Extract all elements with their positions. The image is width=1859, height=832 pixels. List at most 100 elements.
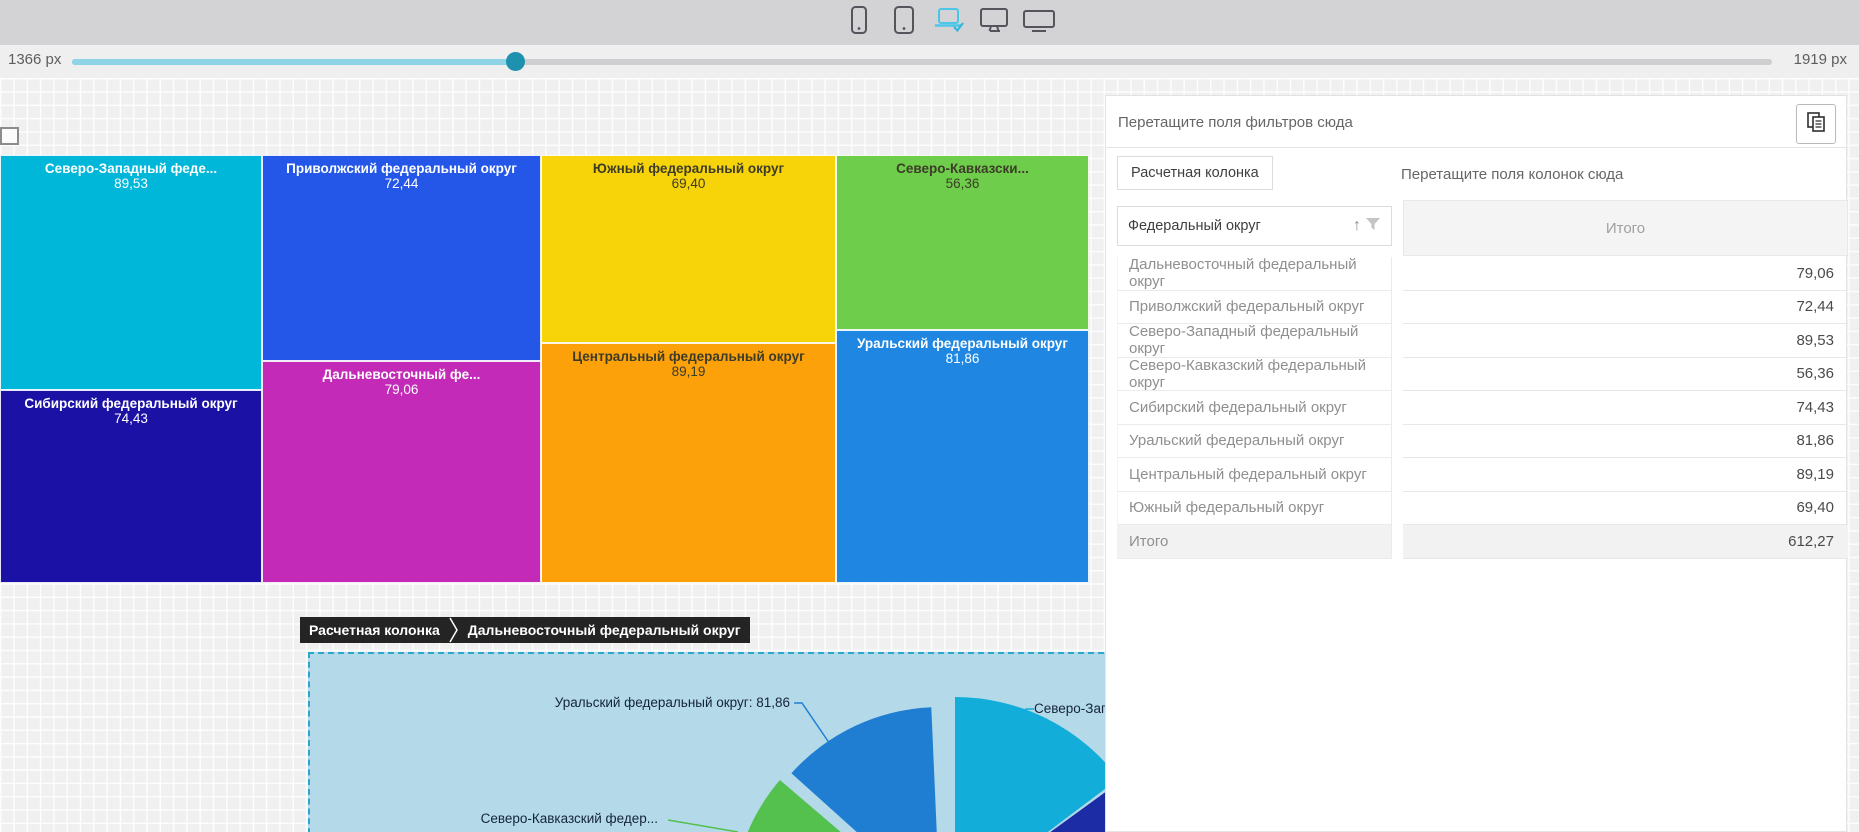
treemap-tile-value: 79,06 <box>384 382 419 397</box>
breadcrumb-chevron-icon <box>449 617 459 643</box>
treemap-tile-label: Северо-Западный феде... <box>44 161 218 176</box>
treemap-tile-label: Северо-Кавказски... <box>896 161 1029 176</box>
treemap-chart[interactable]: Северо-Западный феде... 89,53 Сибирский фе… <box>0 155 1089 583</box>
treemap-tile-value: 56,36 <box>945 176 980 191</box>
pie-slice-north-west[interactable] <box>955 697 1119 832</box>
slider-max-label: 1919 px <box>1793 51 1847 68</box>
copy-icon <box>1806 111 1826 138</box>
widescreen-device-button[interactable] <box>1022 6 1056 39</box>
row-field-label: Федеральный округ <box>1128 218 1261 234</box>
device-switcher <box>845 5 1056 39</box>
row-value-cell: 69,40 <box>1403 492 1848 525</box>
monitor-icon <box>979 6 1009 39</box>
pivot-row[interactable]: Северо-Западный федеральный округ 89,53 <box>1106 323 1848 358</box>
filter-drop-zone[interactable]: Перетащите поля фильтров сюда <box>1118 114 1353 131</box>
pie-label-ural: Уральский федеральный округ: 81,86 <box>554 695 790 710</box>
tablet-icon <box>893 5 915 40</box>
breadcrumb-segment[interactable]: Дальневосточный федеральный округ <box>467 622 741 638</box>
pie-label-north-caucasus: Северо-Кавказский федер... <box>480 811 658 826</box>
widescreen-icon <box>1022 6 1056 39</box>
treemap-tile[interactable]: Сибирский федеральный округ 74,43 <box>0 390 262 583</box>
row-value-cell: 74,43 <box>1403 391 1848 425</box>
slider-min-label: 1366 px <box>8 51 62 68</box>
row-name-cell: Итого <box>1117 525 1392 559</box>
sort-ascending-icon[interactable]: ↑ <box>1353 217 1361 234</box>
treemap-tile-label: Южный федеральный округ <box>592 161 785 176</box>
callout-line-north-caucasus <box>667 819 739 832</box>
pivot-row[interactable]: Уральский федеральный округ 81,86 <box>1106 424 1848 458</box>
treemap-tile-label: Сибирский федеральный округ <box>24 396 238 411</box>
treemap-tile[interactable]: Южный федеральный округ 69,40 <box>541 155 836 343</box>
treemap-tile-value: 89,53 <box>114 176 148 191</box>
canvas-edge-strip <box>1847 78 1859 832</box>
filter-funnel-icon[interactable] <box>1365 217 1381 235</box>
row-value-cell: 79,06 <box>1403 257 1848 291</box>
treemap-tile[interactable]: Дальневосточный фе... 79,06 <box>262 361 541 583</box>
widget-resize-handle[interactable] <box>0 127 19 145</box>
treemap-tile[interactable]: Приволжский федеральный округ 72,44 <box>262 155 541 361</box>
resolution-slider-track[interactable] <box>72 52 1772 71</box>
treemap-tile-label: Дальневосточный фе... <box>322 367 481 382</box>
treemap-tile-value: 72,44 <box>384 176 419 191</box>
treemap-tile[interactable]: Северо-Западный феде... 89,53 <box>0 155 262 390</box>
treemap-tile-value: 89,19 <box>671 364 706 379</box>
pivot-rows: Дальневосточный федеральный округ 79,06 Пр… <box>1106 256 1848 559</box>
breadcrumb-segment[interactable]: Расчетная колонка <box>309 622 440 638</box>
tablet-device-button[interactable] <box>890 5 918 36</box>
calculated-column-chip[interactable]: Расчетная колонка <box>1117 156 1273 190</box>
callout-line-ural <box>794 702 833 748</box>
row-name-cell: Уральский федеральный округ <box>1117 424 1392 458</box>
treemap-tile-value: 81,86 <box>945 351 980 366</box>
resolution-slider-bar: 1366 px 1919 px <box>0 45 1859 78</box>
breadcrumb: Расчетная колонка Дальневосточный федерал… <box>300 617 750 643</box>
callout-line-north-west <box>1006 708 1034 745</box>
row-name-cell: Приволжский федеральный округ <box>1117 290 1392 324</box>
treemap-tile-label: Уральский федеральный округ <box>857 336 1068 351</box>
pivot-row[interactable]: Южный федеральный округ 69,40 <box>1106 491 1848 525</box>
phone-device-button[interactable] <box>845 5 873 36</box>
pivot-row[interactable]: Приволжский федеральный округ 72,44 <box>1106 290 1848 324</box>
row-value-cell: 612,27 <box>1403 525 1848 559</box>
pivot-row[interactable]: Сибирский федеральный округ 74,43 <box>1106 391 1848 425</box>
row-value-cell: 89,53 <box>1403 324 1848 358</box>
resolution-slider-fill <box>72 59 515 65</box>
row-field-chip[interactable]: Федеральный округ ↑ <box>1117 206 1392 246</box>
pivot-row[interactable]: Дальневосточный федеральный округ 79,06 <box>1106 256 1848 291</box>
treemap-tile[interactable]: Уральский федеральный округ 81,86 <box>836 330 1089 583</box>
copy-widget-button[interactable] <box>1796 104 1836 144</box>
pivot-total-row[interactable]: Итого 612,27 <box>1106 525 1848 559</box>
treemap-tile[interactable]: Центральный федеральный округ 89,19 <box>541 343 836 583</box>
row-value-cell: 72,44 <box>1403 291 1848 324</box>
monitor-device-button[interactable] <box>979 6 1009 39</box>
row-value-cell: 89,19 <box>1403 458 1848 492</box>
treemap-tile-value: 74,43 <box>114 411 148 426</box>
panel-divider <box>1106 147 1846 148</box>
pie-slice-ural[interactable] <box>791 707 940 832</box>
row-name-cell: Центральный федеральный округ <box>1117 458 1392 492</box>
row-name-cell: Южный федеральный округ <box>1117 491 1392 525</box>
treemap-tile-label: Приволжский федеральный округ <box>286 161 517 176</box>
designer-canvas[interactable]: Северо-Западный феде... 89,53 Сибирский фе… <box>0 78 1859 832</box>
laptop-device-button-selected[interactable] <box>933 6 965 39</box>
row-value-cell: 81,86 <box>1403 425 1848 458</box>
total-column-header[interactable]: Итого <box>1403 200 1848 256</box>
row-name-cell: Дальневосточный федеральный округ <box>1117 256 1392 291</box>
calculated-column-label: Расчетная колонка <box>1131 165 1259 181</box>
pivot-designer-panel: Перетащите поля фильтров сюда Расчетная … <box>1105 95 1848 832</box>
pivot-row[interactable]: Центральный федеральный округ 89,19 <box>1106 458 1848 492</box>
resolution-slider-thumb[interactable] <box>506 52 525 71</box>
pie-slice-north-caucasus[interactable] <box>736 780 932 832</box>
pivot-row[interactable]: Северо-Кавказский федеральный округ 56,36 <box>1106 357 1848 391</box>
columns-drop-zone[interactable]: Перетащите поля колонок сюда <box>1401 166 1624 183</box>
row-name-cell: Северо-Кавказский федеральный округ <box>1117 357 1392 391</box>
phone-icon <box>850 5 868 40</box>
treemap-tile-value: 69,40 <box>671 176 706 191</box>
row-value-cell: 56,36 <box>1403 358 1848 391</box>
treemap-tile[interactable]: Северо-Кавказски... 56,36 <box>836 155 1089 330</box>
treemap-tile-label: Центральный федеральный округ <box>572 349 805 364</box>
row-name-cell: Сибирский федеральный округ <box>1117 391 1392 425</box>
row-name-cell: Северо-Западный федеральный округ <box>1117 323 1392 358</box>
laptop-check-icon <box>933 6 965 39</box>
device-toolbar <box>0 0 1859 45</box>
